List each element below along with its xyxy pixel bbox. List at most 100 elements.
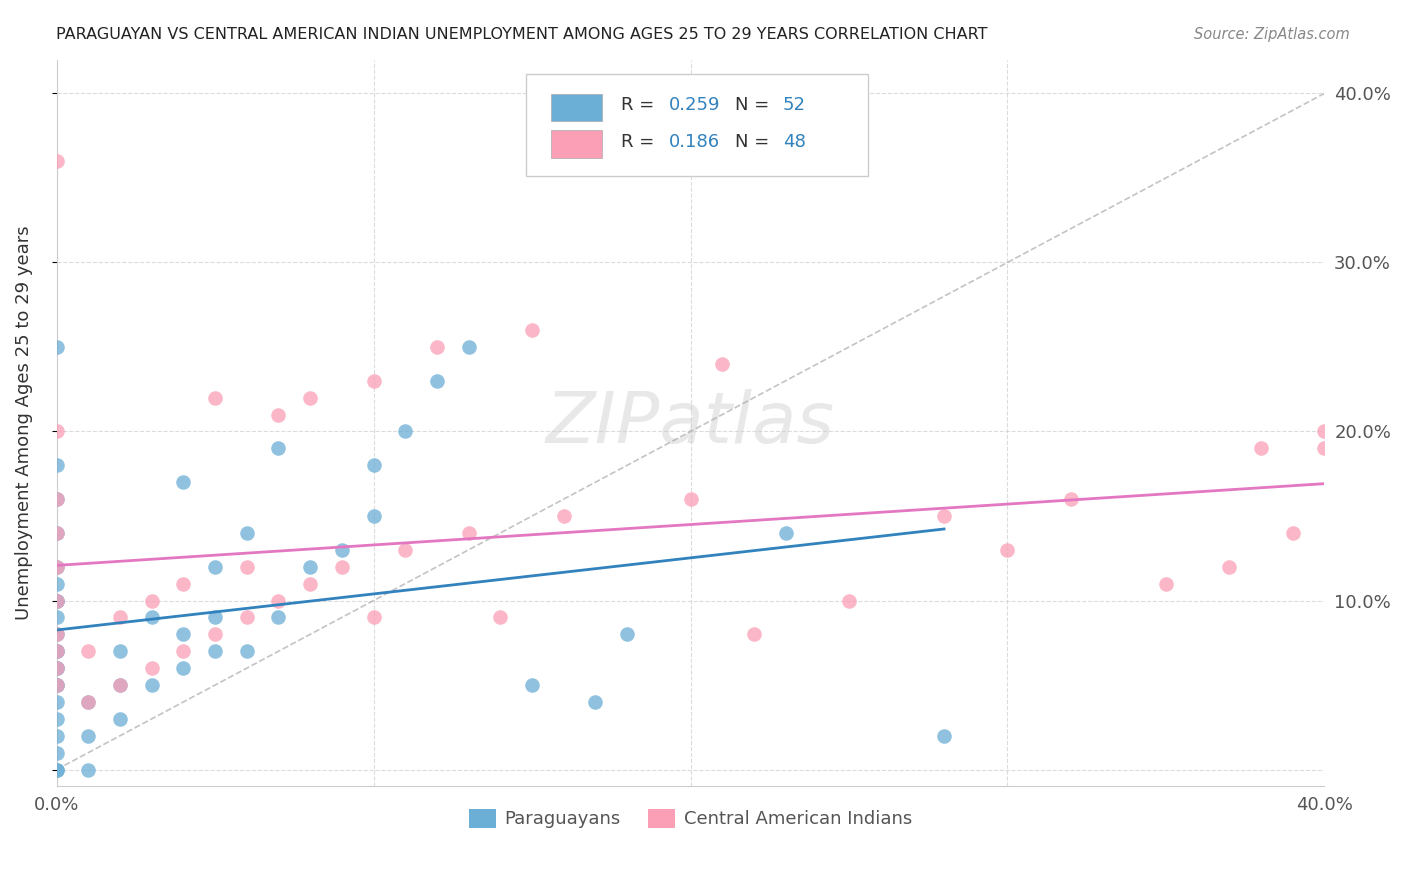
Point bbox=[172, 644, 194, 658]
Point bbox=[394, 425, 416, 439]
Point bbox=[45, 154, 67, 169]
Point bbox=[1250, 442, 1272, 456]
Point bbox=[45, 678, 67, 692]
Point bbox=[141, 593, 163, 607]
Point bbox=[108, 678, 131, 692]
Text: 48: 48 bbox=[783, 133, 806, 151]
Point bbox=[330, 542, 353, 557]
Point bbox=[426, 340, 449, 354]
Point bbox=[45, 661, 67, 675]
Point bbox=[583, 695, 606, 709]
Point bbox=[489, 610, 512, 624]
Point bbox=[45, 340, 67, 354]
Point bbox=[45, 425, 67, 439]
Y-axis label: Unemployment Among Ages 25 to 29 years: Unemployment Among Ages 25 to 29 years bbox=[15, 226, 32, 620]
Point bbox=[45, 661, 67, 675]
Point bbox=[267, 610, 290, 624]
Point bbox=[108, 712, 131, 726]
Legend: Paraguayans, Central American Indians: Paraguayans, Central American Indians bbox=[461, 802, 920, 836]
Point bbox=[363, 610, 385, 624]
Point bbox=[172, 661, 194, 675]
Point bbox=[520, 323, 543, 337]
Point bbox=[457, 340, 479, 354]
Point bbox=[204, 391, 226, 405]
Point bbox=[1313, 442, 1336, 456]
Point bbox=[45, 559, 67, 574]
Point bbox=[236, 525, 259, 540]
Point bbox=[299, 391, 322, 405]
Point bbox=[679, 492, 702, 507]
Point bbox=[172, 627, 194, 641]
Point bbox=[363, 508, 385, 523]
Point bbox=[45, 610, 67, 624]
Point bbox=[77, 763, 100, 777]
Point bbox=[45, 644, 67, 658]
Point bbox=[45, 763, 67, 777]
Point bbox=[45, 492, 67, 507]
Point bbox=[45, 678, 67, 692]
Point bbox=[45, 746, 67, 760]
Point bbox=[997, 542, 1019, 557]
Point bbox=[45, 712, 67, 726]
Text: 0.259: 0.259 bbox=[669, 96, 720, 114]
Point bbox=[236, 559, 259, 574]
Point bbox=[45, 644, 67, 658]
Point bbox=[267, 593, 290, 607]
Point bbox=[45, 492, 67, 507]
Point bbox=[45, 525, 67, 540]
Point bbox=[1281, 525, 1303, 540]
Point bbox=[172, 576, 194, 591]
Point bbox=[299, 576, 322, 591]
Text: N =: N = bbox=[735, 133, 775, 151]
Point bbox=[1060, 492, 1083, 507]
Point bbox=[204, 627, 226, 641]
Point bbox=[553, 508, 575, 523]
Point bbox=[45, 729, 67, 743]
Point bbox=[45, 525, 67, 540]
Point bbox=[45, 644, 67, 658]
Point bbox=[77, 729, 100, 743]
Point bbox=[172, 475, 194, 490]
Point bbox=[426, 374, 449, 388]
Point bbox=[45, 593, 67, 607]
Point bbox=[45, 678, 67, 692]
Point bbox=[267, 408, 290, 422]
Text: N =: N = bbox=[735, 96, 775, 114]
Point bbox=[394, 542, 416, 557]
Point bbox=[45, 661, 67, 675]
Text: ZIPatlas: ZIPatlas bbox=[546, 389, 835, 458]
Point bbox=[45, 458, 67, 473]
Point bbox=[236, 644, 259, 658]
Text: R =: R = bbox=[621, 133, 659, 151]
Point bbox=[77, 695, 100, 709]
Point bbox=[932, 729, 955, 743]
Point bbox=[45, 627, 67, 641]
Point bbox=[711, 357, 734, 371]
Text: PARAGUAYAN VS CENTRAL AMERICAN INDIAN UNEMPLOYMENT AMONG AGES 25 TO 29 YEARS COR: PARAGUAYAN VS CENTRAL AMERICAN INDIAN UN… bbox=[56, 27, 988, 42]
Point bbox=[330, 559, 353, 574]
Point bbox=[45, 763, 67, 777]
Point bbox=[204, 644, 226, 658]
Point bbox=[742, 627, 765, 641]
Point bbox=[838, 593, 860, 607]
Point bbox=[77, 644, 100, 658]
Point bbox=[236, 610, 259, 624]
Point bbox=[299, 559, 322, 574]
Point bbox=[616, 627, 638, 641]
Point bbox=[45, 576, 67, 591]
Point bbox=[363, 374, 385, 388]
Text: 52: 52 bbox=[783, 96, 806, 114]
Point bbox=[457, 525, 479, 540]
Point bbox=[1154, 576, 1177, 591]
Point bbox=[108, 610, 131, 624]
Point bbox=[45, 593, 67, 607]
Text: 0.186: 0.186 bbox=[669, 133, 720, 151]
Point bbox=[45, 627, 67, 641]
Point bbox=[1218, 559, 1240, 574]
Point bbox=[204, 559, 226, 574]
Point bbox=[932, 508, 955, 523]
Point bbox=[108, 644, 131, 658]
FancyBboxPatch shape bbox=[551, 94, 602, 121]
Point bbox=[45, 593, 67, 607]
Point bbox=[45, 559, 67, 574]
